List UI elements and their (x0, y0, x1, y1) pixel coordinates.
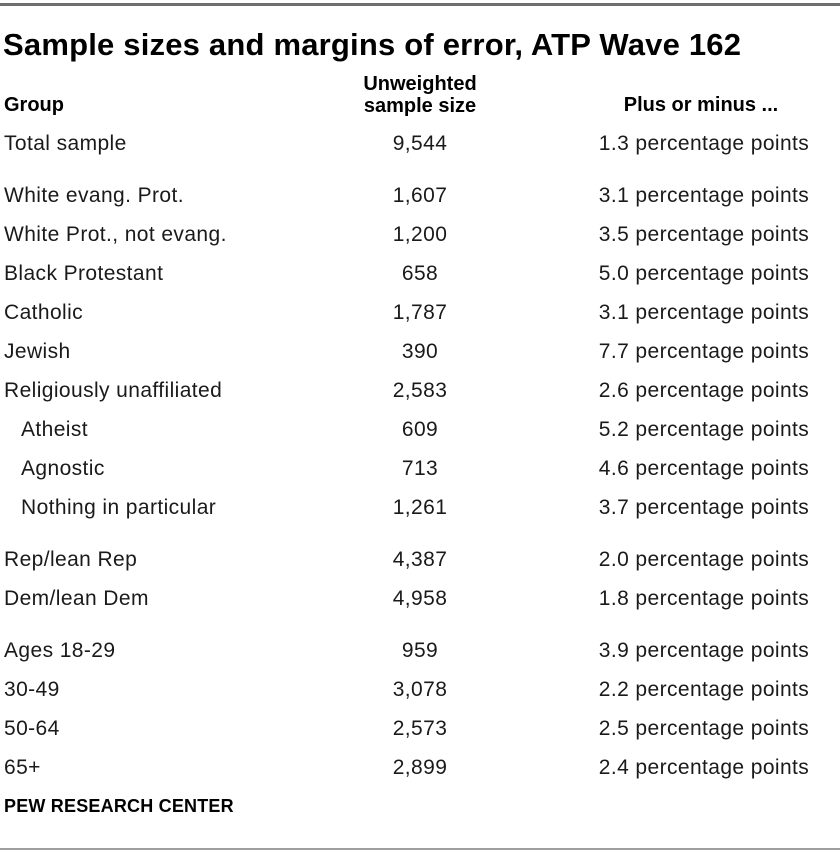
group-cell: White Prot., not evang. (4, 223, 227, 246)
table-row: White Prot., not evang. 1,200 3.5 percen… (0, 224, 840, 263)
moe-cell: 2.4 percentage points (598, 756, 810, 779)
group-cell: Nothing in particular (21, 496, 217, 519)
column-header-sample-size-line1: Unweighted (363, 73, 477, 95)
top-divider (0, 3, 840, 6)
sample-size-cell: 1,607 (392, 184, 448, 207)
sample-size-cell: 609 (401, 418, 439, 441)
table-row: White evang. Prot. 1,607 3.1 percentage … (0, 185, 840, 224)
table-row: 50-64 2,573 2.5 percentage points (0, 718, 840, 757)
sample-size-cell: 959 (401, 639, 439, 662)
moe-cell: 1.3 percentage points (598, 132, 810, 155)
moe-cell: 2.2 percentage points (598, 678, 810, 701)
group-cell: Agnostic (21, 457, 105, 480)
table-row: Atheist 609 5.2 percentage points (0, 419, 840, 458)
table-row: Black Protestant 658 5.0 percentage poin… (0, 263, 840, 302)
table-row: Rep/lean Rep 4,387 2.0 percentage points (0, 549, 840, 588)
moe-cell: 3.1 percentage points (598, 184, 810, 207)
group-cell: Dem/lean Dem (4, 587, 149, 610)
group-cell: Atheist (21, 418, 88, 441)
sample-size-cell: 4,387 (392, 548, 448, 571)
table-row: Jewish 390 7.7 percentage points (0, 341, 840, 380)
sample-size-cell: 4,958 (392, 587, 448, 610)
group-cell: Jewish (4, 340, 71, 363)
sample-size-cell: 713 (401, 457, 439, 480)
moe-cell: 3.1 percentage points (598, 301, 810, 324)
table-row: Total sample 9,544 1.3 percentage points (0, 133, 840, 172)
column-header-sample-size-line2: sample size (363, 95, 477, 117)
moe-cell: 7.7 percentage points (598, 340, 810, 363)
page-title: Sample sizes and margins of error, ATP W… (3, 27, 742, 62)
moe-cell: 3.7 percentage points (598, 496, 810, 519)
column-header-group: Group (4, 94, 64, 116)
sample-size-cell: 2,583 (392, 379, 448, 402)
group-cell: 30-49 (4, 678, 60, 701)
column-header-margin-of-error: Plus or minus ... (623, 94, 779, 116)
sample-size-cell: 658 (401, 262, 439, 285)
column-header-sample-size: Unweighted sample size (363, 73, 476, 117)
group-cell: Total sample (4, 132, 127, 155)
moe-cell: 4.6 percentage points (598, 457, 810, 480)
sample-size-cell: 3,078 (392, 678, 448, 701)
bottom-divider (0, 848, 840, 850)
group-cell: 65+ (4, 756, 41, 779)
table-row: Religiously unaffiliated 2,583 2.6 perce… (0, 380, 840, 419)
group-cell: Rep/lean Rep (4, 548, 138, 571)
group-cell: Catholic (4, 301, 84, 324)
group-cell: Ages 18-29 (4, 639, 116, 662)
table-row: Dem/lean Dem 4,958 1.8 percentage points (0, 588, 840, 627)
moe-cell: 3.5 percentage points (598, 223, 810, 246)
moe-cell: 5.2 percentage points (598, 418, 810, 441)
source-attribution: PEW RESEARCH CENTER (4, 796, 234, 816)
sample-size-cell: 9,544 (392, 132, 448, 155)
sample-size-cell: 1,787 (392, 301, 448, 324)
moe-cell: 1.8 percentage points (598, 587, 810, 610)
moe-cell: 2.5 percentage points (598, 717, 810, 740)
table-row: Ages 18-29 959 3.9 percentage points (0, 640, 840, 679)
table-row: 65+ 2,899 2.4 percentage points (0, 757, 840, 796)
sample-size-cell: 2,573 (392, 717, 448, 740)
moe-cell: 2.0 percentage points (598, 548, 810, 571)
table-body: Total sample 9,544 1.3 percentage points… (0, 133, 840, 796)
group-cell: Black Protestant (4, 262, 164, 285)
group-cell: Religiously unaffiliated (4, 379, 223, 402)
sample-size-cell: 1,261 (392, 496, 448, 519)
moe-cell: 3.9 percentage points (598, 639, 810, 662)
table-row: Agnostic 713 4.6 percentage points (0, 458, 840, 497)
group-cell: White evang. Prot. (4, 184, 184, 207)
table-header-row: Group Unweighted sample size Plus or min… (0, 72, 840, 118)
sample-size-cell: 1,200 (392, 223, 448, 246)
table-row: 30-49 3,078 2.2 percentage points (0, 679, 840, 718)
moe-cell: 5.0 percentage points (598, 262, 810, 285)
moe-cell: 2.6 percentage points (598, 379, 810, 402)
group-cell: 50-64 (4, 717, 60, 740)
sample-size-cell: 2,899 (392, 756, 448, 779)
table-row: Nothing in particular 1,261 3.7 percenta… (0, 497, 840, 536)
table-row: Catholic 1,787 3.1 percentage points (0, 302, 840, 341)
sample-size-cell: 390 (401, 340, 439, 363)
